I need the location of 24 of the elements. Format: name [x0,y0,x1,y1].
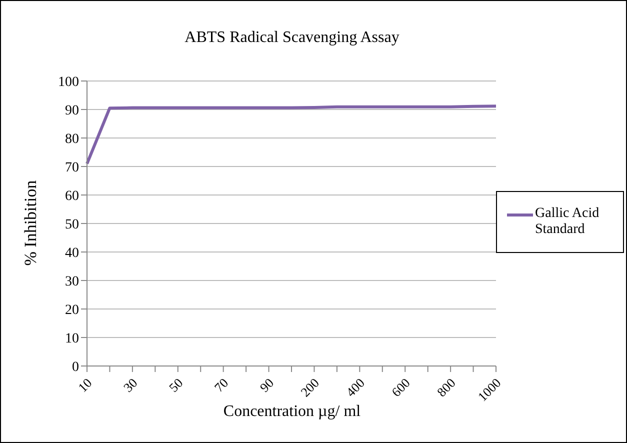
y-tick-label: 60 [65,188,79,204]
y-tick-label: 20 [65,302,79,318]
y-tick-label: 30 [65,274,79,290]
x-tick-label: 30 [120,375,140,395]
x-tick-label: 50 [166,375,186,395]
y-tick-label: 10 [65,331,79,346]
x-axis-title: Concentration µg/ ml [222,403,362,421]
legend-label: Gallic Acid Standard [535,206,600,238]
y-tick-label: 90 [65,103,79,118]
x-tick-label: 70 [211,375,232,395]
line-series [86,104,498,166]
y-tick-label: 80 [65,132,79,147]
x-tick-label: 600 [388,375,413,400]
chart-title: ABTS Radical Scavenging Assay [184,29,400,47]
x-tick-label: 200 [298,375,322,400]
x-tick-label: 800 [434,375,458,400]
x-tick-label: 400 [343,375,368,400]
y-tick-label: 40 [65,246,79,261]
y-axis-title: % Inhibition [21,180,41,266]
y-tick-label: 0 [72,360,79,375]
x-tick-label: 90 [256,375,277,395]
y-tick-label: 70 [65,160,79,176]
y-tick-label: 50 [65,217,79,232]
y-tick-label: 100 [58,74,79,90]
